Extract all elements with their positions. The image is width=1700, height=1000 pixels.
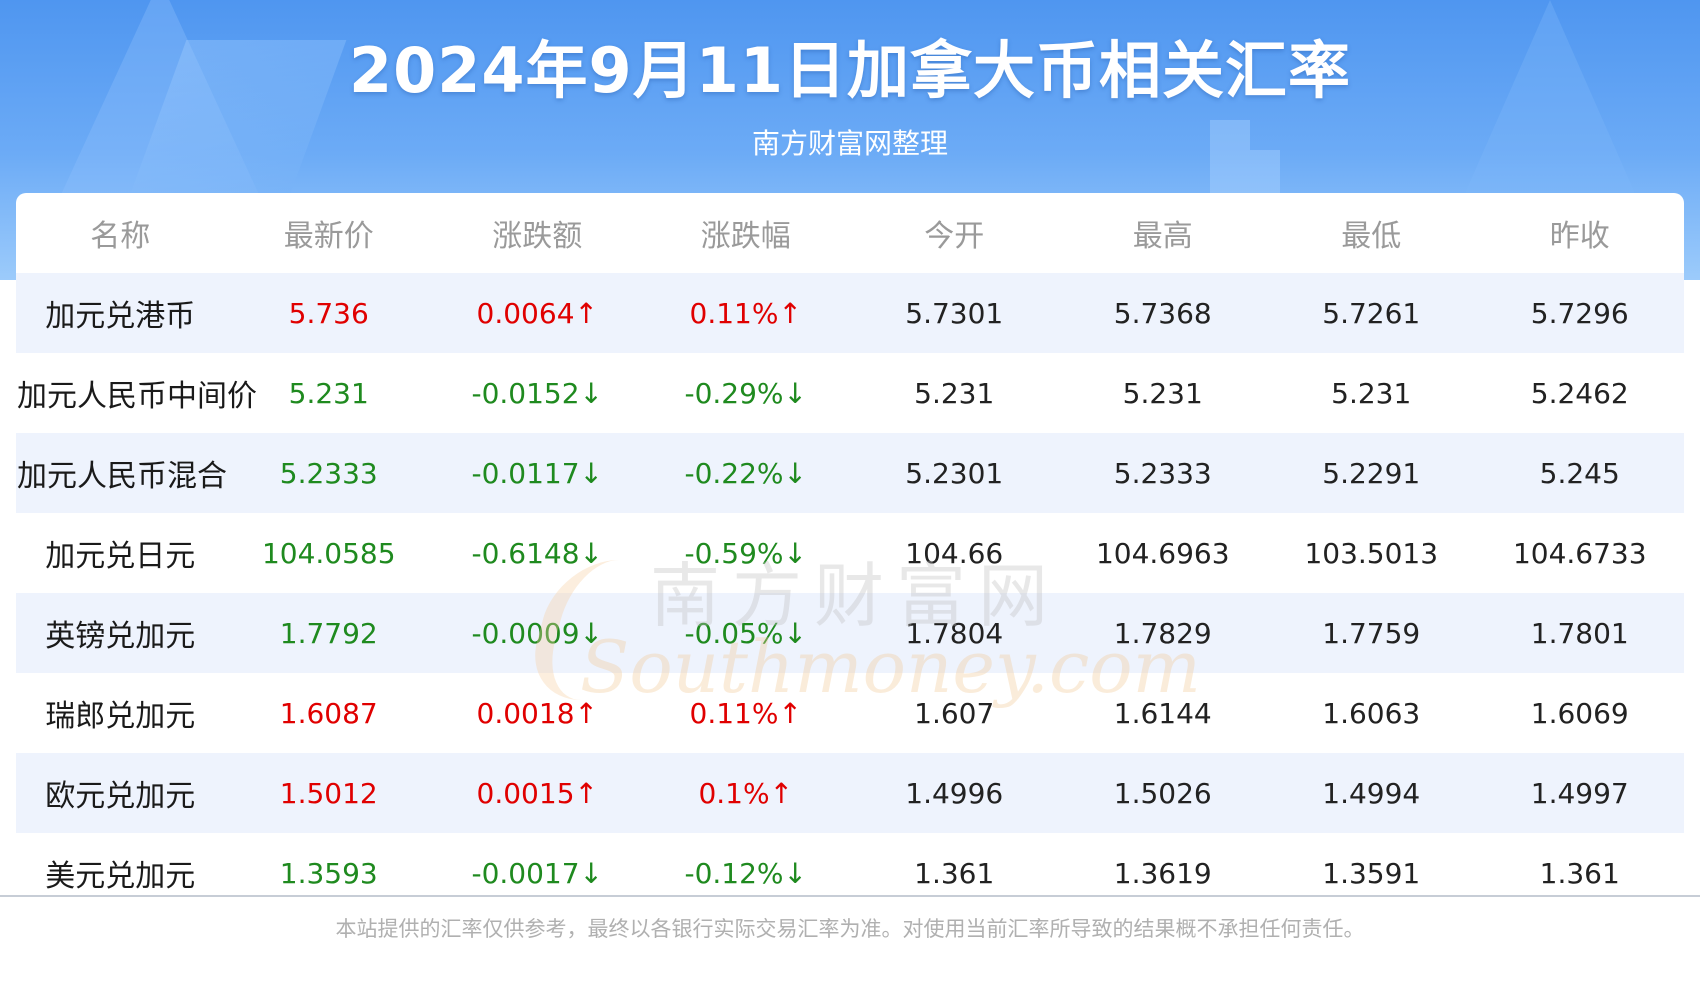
cell-open: 5.2301 — [850, 433, 1059, 513]
cell-change: 0.0064↑ — [433, 273, 642, 353]
cell-latest: 5.231 — [288, 376, 369, 410]
cell-low: 5.7261 — [1267, 273, 1476, 353]
cell-prev-close: 1.361 — [1539, 856, 1620, 890]
cell-latest: 5.736 — [224, 273, 433, 353]
cell-low: 5.2291 — [1267, 433, 1476, 513]
cell-open: 104.66 — [905, 536, 1004, 570]
cell-low: 103.5013 — [1304, 536, 1439, 570]
cell-high: 5.231 — [1122, 376, 1203, 410]
cell-prev-close: 5.245 — [1475, 433, 1684, 513]
table-row: 加元兑港币 5.736 0.0064↑ 0.11%↑ 5.7301 5.7368… — [16, 273, 1684, 353]
table-row: 美元兑加元 1.3593 -0.0017↓ -0.12%↓ 1.361 1.36… — [16, 833, 1684, 913]
cell-change: 0.0018↑ — [476, 696, 598, 730]
table-row: 瑞郎兑加元 1.6087 0.0018↑ 0.11%↑ 1.607 1.6144… — [16, 673, 1684, 753]
cell-prev-close: 1.6069 — [1530, 696, 1629, 730]
table-row: 加元人民币中间价 5.231 -0.0152↓ -0.29%↓ 5.231 5.… — [16, 353, 1684, 433]
cell-high: 1.7829 — [1058, 593, 1267, 673]
table-row: 加元兑日元 104.0585 -0.6148↓ -0.59%↓ 104.66 1… — [16, 513, 1684, 593]
cell-change-pct: -0.12%↓ — [684, 856, 807, 890]
cell-name: 欧元兑加元 — [16, 753, 225, 833]
footer-divider — [0, 895, 1700, 897]
cell-name: 加元兑日元 — [45, 539, 196, 574]
cell-change: -0.0152↓ — [471, 376, 604, 410]
cell-change-pct: -0.05%↓ — [641, 593, 850, 673]
column-header-change: 涨跌额 — [492, 219, 583, 254]
cell-low: 1.7759 — [1267, 593, 1476, 673]
cell-high: 104.6963 — [1095, 536, 1230, 570]
cell-latest: 1.3593 — [279, 856, 378, 890]
cell-change-pct: 0.11%↑ — [641, 273, 850, 353]
cell-high: 5.7368 — [1058, 273, 1267, 353]
column-header-change-pct: 涨跌幅 — [700, 219, 791, 254]
cell-latest: 1.6087 — [279, 696, 378, 730]
cell-open: 5.231 — [914, 376, 995, 410]
disclaimer-text: 本站提供的汇率仅供参考，最终以各银行实际交易汇率为准。对使用当前汇率所导致的结果… — [335, 917, 1365, 941]
column-header-high: 最高 — [1132, 219, 1193, 254]
exchange-rate-table: 名称 最新价 涨跌额 涨跌幅 今开 最高 最低 昨收 加元兑港币 5.736 0… — [16, 193, 1684, 913]
cell-change-pct: -0.59%↓ — [684, 536, 807, 570]
cell-open: 1.361 — [914, 856, 995, 890]
column-header-prev-close: 昨收 — [1549, 219, 1610, 254]
cell-change-pct: 0.1%↑ — [641, 753, 850, 833]
cell-latest: 5.2333 — [224, 433, 433, 513]
cell-change: -0.0009↓ — [433, 593, 642, 673]
cell-low: 1.6063 — [1322, 696, 1421, 730]
cell-prev-close: 1.7801 — [1475, 593, 1684, 673]
table-row: 欧元兑加元 1.5012 0.0015↑ 0.1%↑ 1.4996 1.5026… — [16, 753, 1684, 833]
cell-prev-close: 5.7296 — [1475, 273, 1684, 353]
table-header-row: 名称 最新价 涨跌额 涨跌幅 今开 最高 最低 昨收 — [16, 193, 1684, 273]
cell-latest: 1.5012 — [224, 753, 433, 833]
table-row: 加元人民币混合 5.2333 -0.0117↓ -0.22%↓ 5.2301 5… — [16, 433, 1684, 513]
table-row: 英镑兑加元 1.7792 -0.0009↓ -0.05%↓ 1.7804 1.7… — [16, 593, 1684, 673]
column-header-open: 今开 — [924, 219, 985, 254]
table-body: 加元兑港币 5.736 0.0064↑ 0.11%↑ 5.7301 5.7368… — [16, 273, 1684, 913]
cell-change: -0.0117↓ — [433, 433, 642, 513]
cell-change-pct: 0.11%↑ — [689, 696, 802, 730]
cell-name: 加元兑港币 — [16, 273, 225, 353]
cell-change: -0.6148↓ — [471, 536, 604, 570]
cell-change-pct: -0.22%↓ — [641, 433, 850, 513]
cell-high: 1.5026 — [1058, 753, 1267, 833]
cell-high: 5.2333 — [1058, 433, 1267, 513]
cell-name: 美元兑加元 — [45, 859, 196, 894]
cell-latest: 1.7792 — [224, 593, 433, 673]
cell-name: 英镑兑加元 — [16, 593, 225, 673]
cell-open: 1.607 — [914, 696, 995, 730]
cell-change-pct: -0.29%↓ — [684, 376, 807, 410]
cell-low: 1.3591 — [1322, 856, 1421, 890]
cell-high: 1.3619 — [1113, 856, 1212, 890]
cell-change: -0.0017↓ — [471, 856, 604, 890]
cell-latest: 104.0585 — [261, 536, 396, 570]
column-header-name: 名称 — [90, 219, 151, 254]
cell-prev-close: 1.4997 — [1475, 753, 1684, 833]
cell-low: 1.4994 — [1267, 753, 1476, 833]
cell-low: 5.231 — [1331, 376, 1412, 410]
cell-open: 1.4996 — [850, 753, 1059, 833]
cell-name: 瑞郎兑加元 — [45, 699, 196, 734]
cell-open: 1.7804 — [850, 593, 1059, 673]
column-header-latest: 最新价 — [283, 219, 374, 254]
cell-open: 5.7301 — [850, 273, 1059, 353]
cell-name: 加元人民币混合 — [16, 433, 227, 513]
cell-high: 1.6144 — [1113, 696, 1212, 730]
cell-prev-close: 104.6733 — [1512, 536, 1647, 570]
page-title: 2024年9月11日加拿大币相关汇率 — [349, 34, 1351, 107]
page-subtitle: 南方财富网整理 — [751, 127, 948, 160]
column-header-low: 最低 — [1341, 219, 1402, 254]
cell-change: 0.0015↑ — [433, 753, 642, 833]
cell-name: 加元人民币中间价 — [17, 379, 257, 414]
cell-prev-close: 5.2462 — [1530, 376, 1629, 410]
